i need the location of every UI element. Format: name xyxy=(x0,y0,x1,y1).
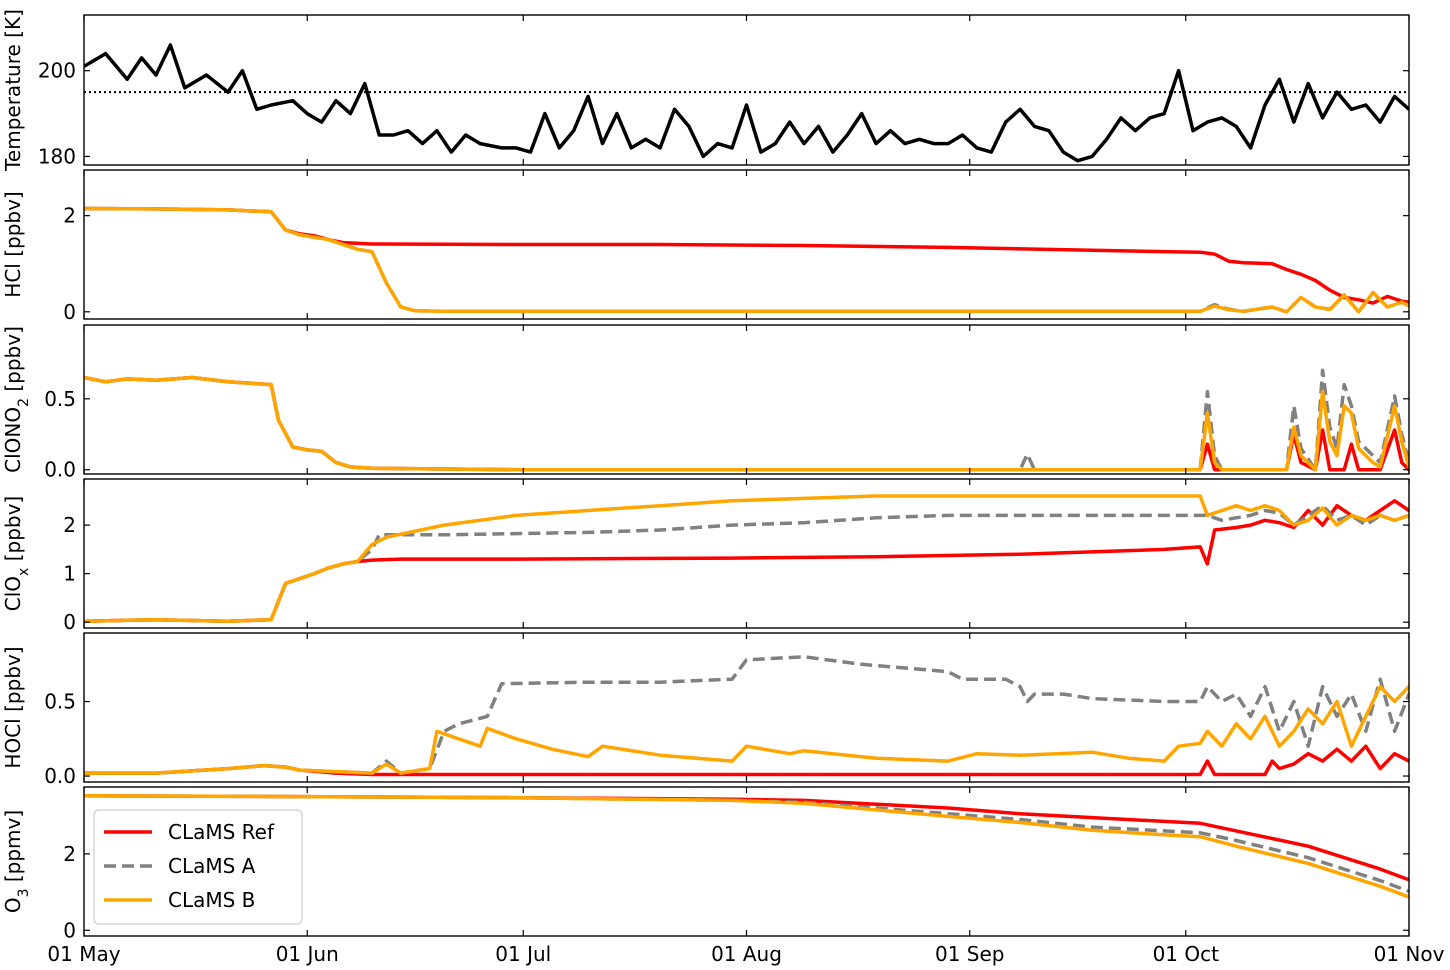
series-line-B xyxy=(84,206,1409,314)
x-tick-label: 01 Oct xyxy=(1153,942,1220,966)
y-tick-label: 0 xyxy=(63,918,76,942)
legend-label: CLaMS Ref xyxy=(168,820,275,844)
panel-2: 0.0 0.5 ClONO2 [ppbv] xyxy=(1,324,1410,482)
legend-label: CLaMS A xyxy=(168,854,256,878)
series-line-B xyxy=(84,494,1409,623)
y-tick-label: 1 xyxy=(63,562,76,586)
series-line-A xyxy=(84,206,1409,314)
series-line-T xyxy=(84,43,1409,163)
y-tick-label: 200 xyxy=(38,59,76,83)
panel-frame xyxy=(83,632,1410,783)
y-tick-label: 2 xyxy=(63,513,76,537)
y-tick-label: 0 xyxy=(63,300,76,324)
series-line-B xyxy=(84,794,1409,899)
legend: CLaMS Ref CLaMS A CLaMS B xyxy=(93,809,303,925)
x-tick-label: 01 Jun xyxy=(276,942,339,966)
series-line-A xyxy=(84,503,1409,623)
x-tick-label: 01 May xyxy=(47,942,120,966)
panel-1: 0 2 HCl [ppbv] xyxy=(1,169,1410,324)
panel-frame xyxy=(83,14,1410,166)
panel-3: 0 1 2 ClOx [ppbv] xyxy=(1,478,1410,634)
series-line-B xyxy=(84,684,1409,775)
y-tick-label: 0.0 xyxy=(44,764,76,788)
y-tick-label: 2 xyxy=(63,842,76,866)
x-tick-label: 01 Nov xyxy=(1374,942,1445,966)
x-tick-label: 01 Sep xyxy=(935,942,1005,966)
y-axis-label: HOCl [ppbv] xyxy=(1,646,25,768)
series-line-A xyxy=(84,655,1409,775)
series-line-ref xyxy=(84,206,1409,305)
y-axis-label: ClOx [ppbv] xyxy=(1,496,32,611)
legend-box xyxy=(93,809,303,925)
y-axis-label: Temperature [K] xyxy=(1,9,25,172)
y-tick-label: 180 xyxy=(38,144,76,168)
panel-0: 180 200 Temperature [K] xyxy=(1,9,1410,172)
panel-4: 0.0 0.5 HOCl [ppbv] xyxy=(1,632,1410,788)
x-tick-label: 01 Aug xyxy=(711,942,782,966)
series-line-ref xyxy=(84,375,1409,472)
legend-label: CLaMS B xyxy=(168,888,255,912)
y-tick-label: 0.5 xyxy=(44,387,76,411)
series-line-ref xyxy=(84,499,1409,623)
series-line-B xyxy=(84,375,1409,472)
series-line-A xyxy=(84,368,1409,472)
y-axis-label: O3 [ppmv] xyxy=(1,810,32,913)
y-tick-label: 0.0 xyxy=(44,458,76,482)
y-tick-label: 0 xyxy=(63,610,76,634)
y-tick-label: 0.5 xyxy=(44,690,76,714)
panel-5: 0 2 O3 [ppmv] xyxy=(1,786,1410,942)
y-tick-label: 2 xyxy=(63,204,76,228)
x-tick-label: 01 Jul xyxy=(495,942,551,966)
y-axis-label: ClONO2 [ppbv] xyxy=(1,326,32,473)
y-axis-label: HCl [ppbv] xyxy=(1,191,25,297)
